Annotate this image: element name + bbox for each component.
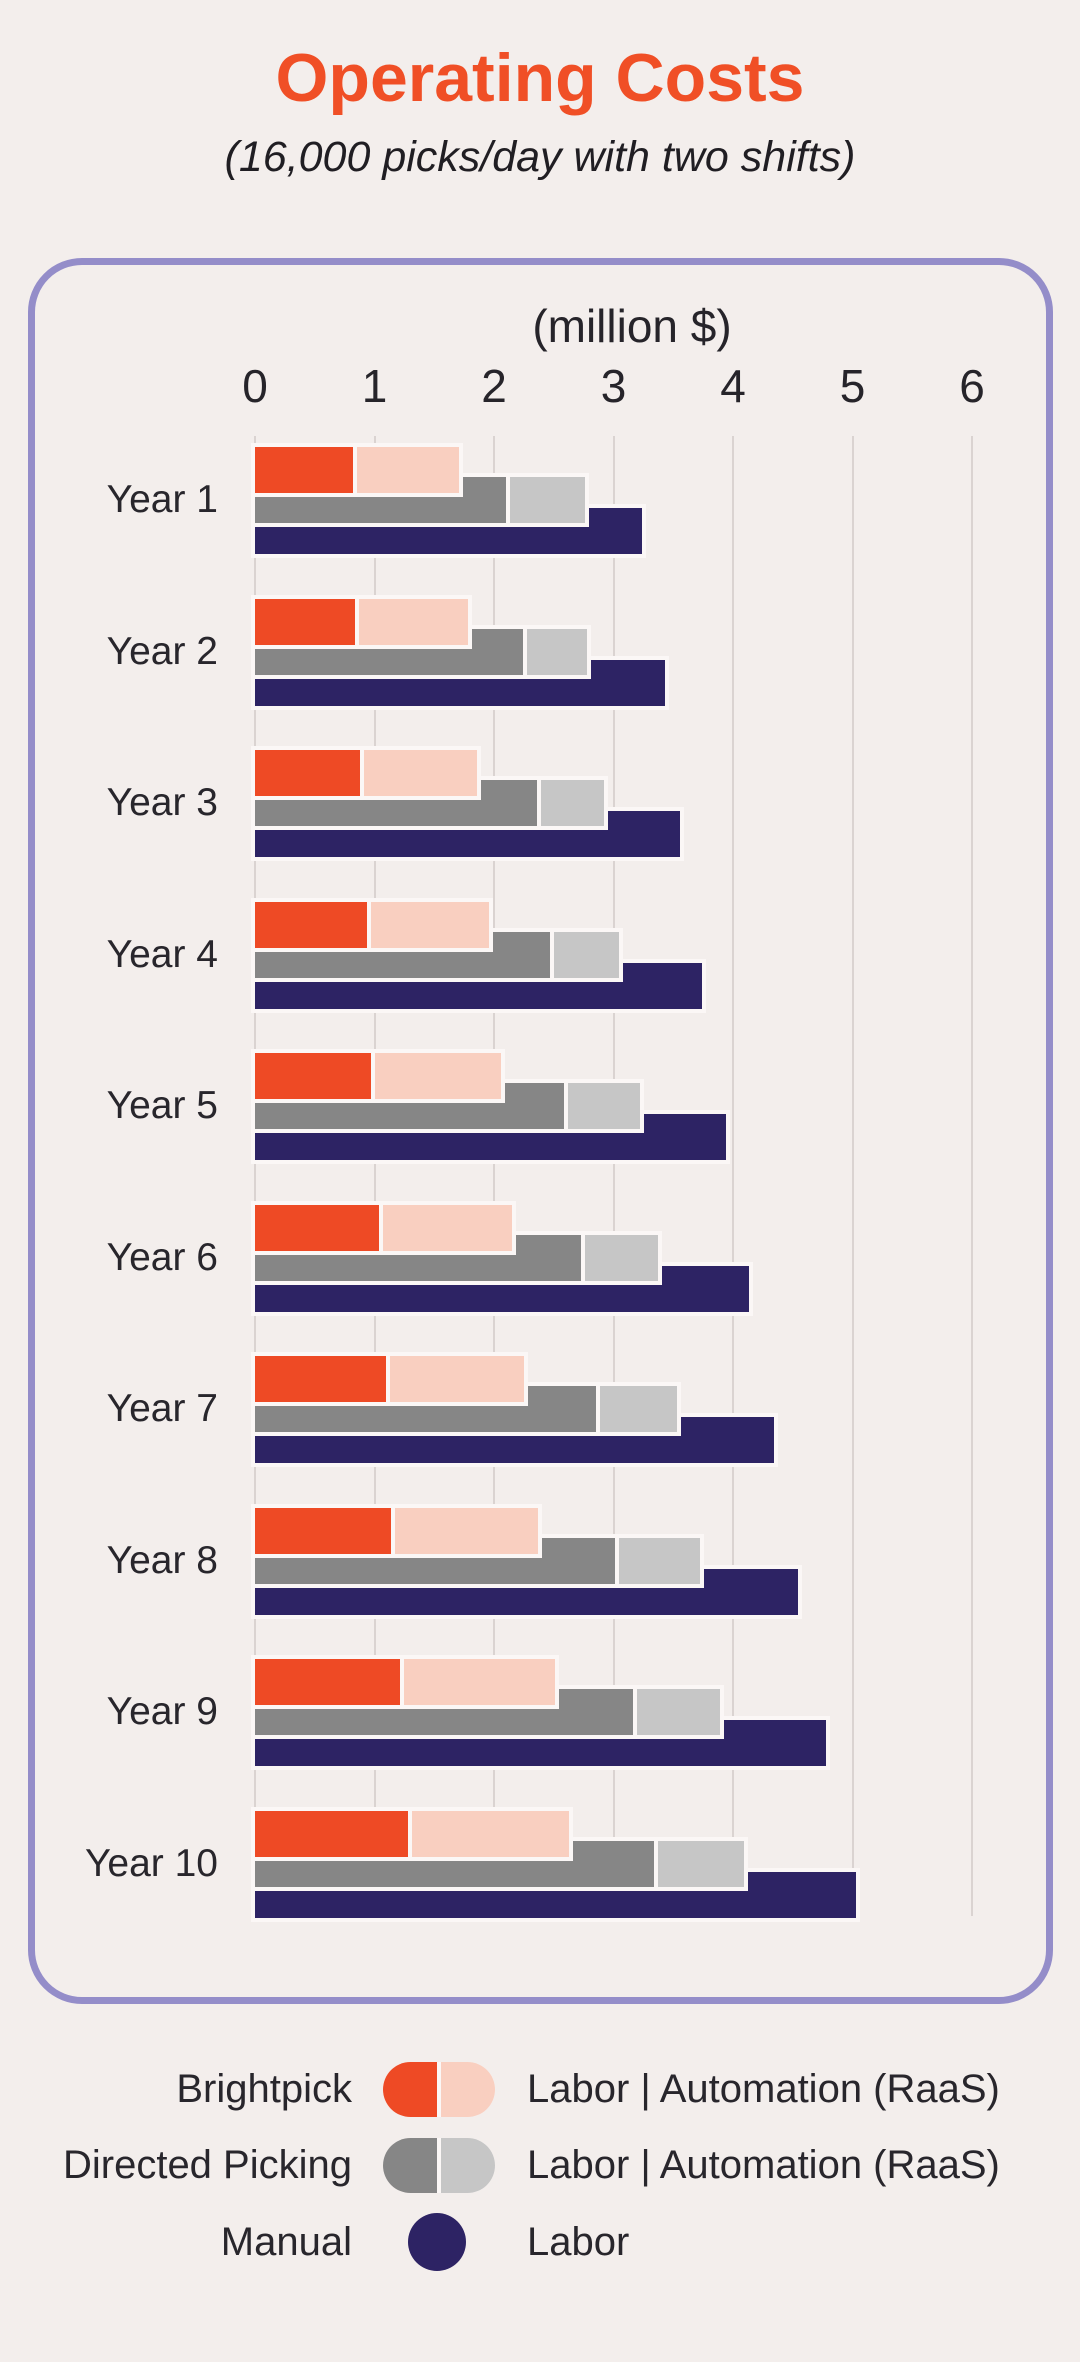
legend-label-manual: Manual (220, 2220, 352, 2264)
tick-label-1: 1 (361, 360, 388, 412)
pill-orange-salmon-icon (383, 2062, 495, 2117)
icon-half-labor (383, 2062, 437, 2117)
gridline-1 (373, 436, 376, 1916)
category-label: Year 9 (106, 1690, 218, 1733)
segment-brightpick-labor (255, 598, 359, 645)
tick-label-2: 2 (481, 360, 507, 412)
page-subtitle: (16,000 picks/day with two shifts) (224, 133, 856, 181)
page-title: Operating Costs (275, 40, 805, 116)
tick-label-5: 5 (839, 360, 866, 412)
gridline-5 (851, 436, 854, 1916)
legend-label-directed-picking: Directed Picking (62, 2143, 352, 2187)
legend-desc: Labor | Automation (RaaS) (527, 2067, 1000, 2111)
segment-brightpick-labor (255, 750, 364, 796)
icon-half-automation (441, 2138, 495, 2193)
segment-brightpick-labor (255, 1053, 375, 1099)
bar-brightpick-year-9 (251, 1655, 559, 1709)
category-label: Year 5 (106, 1084, 218, 1127)
circle-navy-icon (408, 2213, 466, 2271)
gridline-2 (493, 436, 495, 1916)
category-label: Year 8 (106, 1538, 218, 1582)
bar-brightpick-year-2 (251, 594, 472, 649)
tick-label-6: 6 (959, 360, 985, 412)
gridline-0 (254, 436, 256, 1916)
chart-card (28, 258, 1053, 2004)
category-label: Year 3 (106, 781, 218, 824)
bar-brightpick-year-5 (251, 1049, 506, 1103)
bar-brightpick-year-8 (251, 1503, 543, 1558)
icon-half-automation (441, 2062, 495, 2117)
category-label: Year 10 (84, 1841, 218, 1885)
segment-brightpick-labor (255, 1507, 395, 1554)
category-label: Year 6 (106, 1235, 218, 1279)
gridline-3 (612, 436, 615, 1916)
bar-brightpick-year-6 (251, 1200, 516, 1255)
bar-brightpick-year-1 (251, 443, 464, 497)
legend-label-brightpick: Brightpick (176, 2067, 352, 2111)
bar-brightpick-year-10 (251, 1806, 574, 1861)
tick-label-3: 3 (600, 360, 627, 412)
legend-desc: Labor | Automation (RaaS) (527, 2143, 1000, 2187)
segment-brightpick-labor (255, 901, 371, 948)
category-label: Year 4 (106, 932, 218, 976)
gridline-4 (732, 436, 734, 1916)
pill-darkgray-lightgray-icon (383, 2138, 495, 2193)
icon-half-labor (383, 2138, 437, 2193)
axis-title: (million $) (532, 300, 732, 352)
bar-brightpick-year-7 (251, 1352, 528, 1406)
segment-brightpick-labor (255, 1204, 383, 1251)
category-label: Year 2 (106, 629, 218, 673)
bar-brightpick-year-4 (251, 897, 494, 952)
category-label: Year 7 (106, 1387, 218, 1430)
legend-desc: Labor (527, 2220, 630, 2264)
tick-label-0: 0 (242, 360, 268, 412)
segment-brightpick-labor (255, 1810, 412, 1857)
segment-brightpick-labor (255, 1356, 391, 1402)
category-label: Year 1 (106, 478, 218, 521)
segment-brightpick-labor (255, 447, 357, 493)
gridline-6 (971, 436, 973, 1916)
segment-brightpick-labor (255, 1659, 405, 1705)
tick-label-4: 4 (720, 360, 746, 412)
bar-brightpick-year-3 (251, 746, 482, 800)
